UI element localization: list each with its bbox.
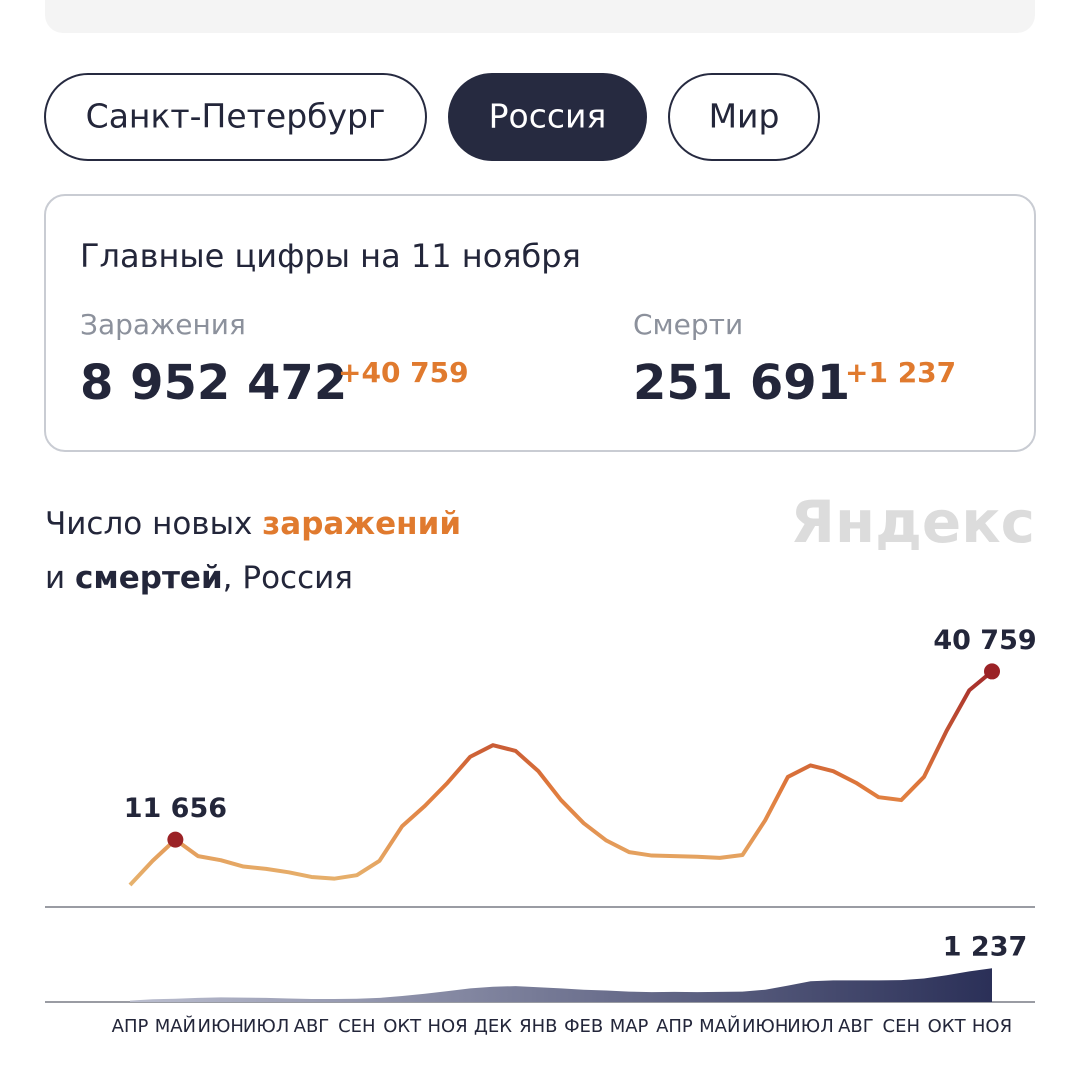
summary-card: [44, 194, 1036, 452]
x-tick-label: ИЮЛ: [243, 1016, 289, 1037]
x-tick-label: МАЙ: [699, 1015, 740, 1037]
x-tick-label: МАР: [610, 1016, 649, 1037]
deaths-total: 251 691: [633, 355, 850, 411]
watermark: Яндекс: [790, 488, 1035, 556]
value-label: 40 759: [933, 625, 1036, 656]
value-label: 1 237: [943, 932, 1028, 963]
tab[interactable]: Россия: [448, 73, 647, 161]
value-label: 11 656: [124, 793, 227, 824]
x-tick-label: АПР: [656, 1016, 693, 1037]
x-tick-label: ИЮН: [198, 1016, 244, 1037]
x-tick-label: ДЕК: [474, 1016, 512, 1037]
tab-background: [44, 73, 427, 161]
tab[interactable]: Мир: [668, 73, 820, 161]
x-tick-label: ИЮЛ: [787, 1016, 833, 1037]
infections-delta: +40 759: [338, 356, 469, 389]
title-part: , Россия: [223, 560, 353, 596]
summary-title: Главные цифры на 11 ноября: [80, 237, 581, 275]
tab-background: [668, 73, 820, 161]
tab-label: Мир: [709, 97, 780, 136]
tab-background: [448, 73, 647, 161]
x-tick-label: АВГ: [294, 1016, 330, 1037]
tab-label: Россия: [489, 97, 607, 136]
x-tick-label: ЯНВ: [519, 1016, 557, 1037]
deaths-area: [130, 968, 992, 1002]
x-tick-label: ФЕВ: [564, 1016, 603, 1037]
tabs: Санкт-Петербург Россия Мир: [44, 73, 820, 161]
peak-marker: [167, 831, 184, 848]
title-part: и: [45, 560, 75, 596]
chart-title-line-2: и смертей, Россия: [45, 560, 353, 596]
x-tick-label: ИЮН: [742, 1016, 788, 1037]
deaths-label: Смерти: [633, 308, 743, 341]
tab[interactable]: Санкт-Петербург: [44, 73, 427, 161]
x-tick-label: АПР: [112, 1016, 149, 1037]
deaths-delta: +1 237: [845, 356, 956, 389]
x-tick-label: ОКТ: [383, 1016, 422, 1037]
infections-label: Заражения: [80, 308, 246, 341]
peak-marker: [984, 663, 1000, 680]
x-tick-label: ОКТ: [928, 1016, 967, 1037]
title-part: заражений: [262, 506, 461, 542]
x-tick-label: СЕН: [883, 1016, 920, 1037]
x-tick-label: НОЯ: [427, 1016, 467, 1037]
infections-line: [128, 669, 994, 887]
title-part: Число новых: [45, 506, 262, 542]
x-tick-label: СЕН: [338, 1016, 375, 1037]
tab-label: Санкт-Петербург: [86, 97, 386, 136]
x-tick-label: НОЯ: [972, 1016, 1012, 1037]
previous-card: [45, 0, 1035, 33]
x-tick-label: МАЙ: [155, 1015, 196, 1037]
chart-title-line-1: Число новых заражений: [45, 506, 461, 542]
title-part: смертей: [75, 560, 223, 596]
infections-total: 8 952 472: [80, 355, 347, 411]
x-tick-label: АВГ: [838, 1016, 874, 1037]
